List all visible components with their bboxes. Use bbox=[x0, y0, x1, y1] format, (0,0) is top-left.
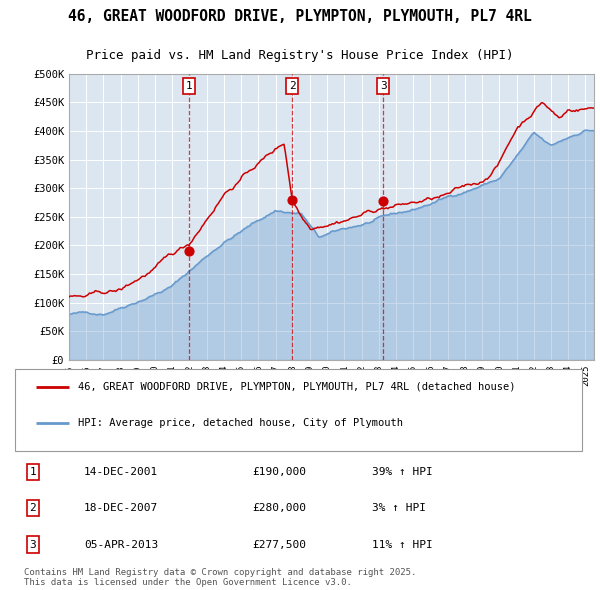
Text: 3: 3 bbox=[29, 540, 37, 549]
Text: £280,000: £280,000 bbox=[252, 503, 306, 513]
Point bbox=[379, 196, 388, 206]
Text: 18-DEC-2007: 18-DEC-2007 bbox=[84, 503, 158, 513]
Point bbox=[287, 195, 297, 204]
Text: 2: 2 bbox=[289, 81, 295, 91]
Text: 1: 1 bbox=[185, 81, 192, 91]
Text: 2: 2 bbox=[29, 503, 37, 513]
Text: 3% ↑ HPI: 3% ↑ HPI bbox=[372, 503, 426, 513]
Text: 46, GREAT WOODFORD DRIVE, PLYMPTON, PLYMOUTH, PL7 4RL: 46, GREAT WOODFORD DRIVE, PLYMPTON, PLYM… bbox=[68, 9, 532, 24]
Text: £190,000: £190,000 bbox=[252, 467, 306, 477]
Text: 05-APR-2013: 05-APR-2013 bbox=[84, 540, 158, 549]
Text: Price paid vs. HM Land Registry's House Price Index (HPI): Price paid vs. HM Land Registry's House … bbox=[86, 49, 514, 62]
FancyBboxPatch shape bbox=[15, 369, 582, 451]
Text: £277,500: £277,500 bbox=[252, 540, 306, 549]
Text: 46, GREAT WOODFORD DRIVE, PLYMPTON, PLYMOUTH, PL7 4RL (detached house): 46, GREAT WOODFORD DRIVE, PLYMPTON, PLYM… bbox=[78, 382, 515, 392]
Text: HPI: Average price, detached house, City of Plymouth: HPI: Average price, detached house, City… bbox=[78, 418, 403, 428]
Text: 39% ↑ HPI: 39% ↑ HPI bbox=[372, 467, 433, 477]
Text: Contains HM Land Registry data © Crown copyright and database right 2025.
This d: Contains HM Land Registry data © Crown c… bbox=[24, 568, 416, 587]
Text: 3: 3 bbox=[380, 81, 386, 91]
Text: 11% ↑ HPI: 11% ↑ HPI bbox=[372, 540, 433, 549]
Point bbox=[184, 247, 194, 256]
Text: 1: 1 bbox=[29, 467, 37, 477]
Text: 14-DEC-2001: 14-DEC-2001 bbox=[84, 467, 158, 477]
